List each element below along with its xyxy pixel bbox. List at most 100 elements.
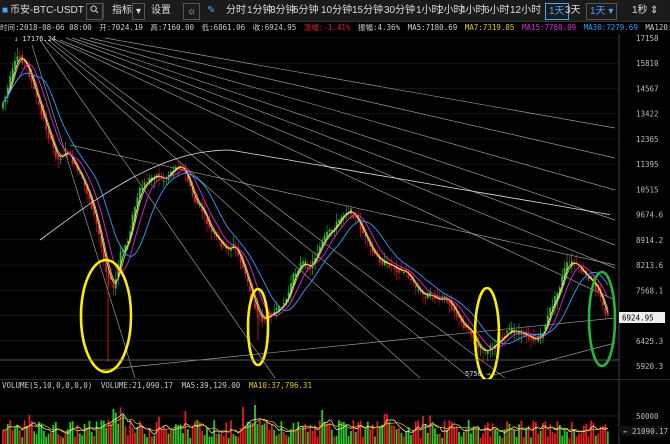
candle-body (549, 307, 552, 316)
price-chart[interactable]: ↓ 17176.24 5750 → 17158 15810 14567 13422 123… (0, 34, 670, 379)
volume-bar (455, 425, 458, 444)
volume-bar (45, 436, 48, 444)
volume-bar (376, 421, 379, 444)
volume-bar (426, 432, 429, 444)
info-time: 时间:2018-08-06 08:00 (0, 23, 92, 32)
volume-bar (122, 415, 124, 444)
volume-bar (311, 431, 314, 444)
volume-bar (14, 428, 16, 444)
interval-tab[interactable]: 6小时 (484, 5, 510, 16)
candle-body (196, 198, 199, 205)
volume-bar (453, 426, 456, 444)
candle-body (606, 310, 609, 316)
volume-bar (549, 424, 552, 444)
interval-tab[interactable]: 分时 (226, 5, 246, 16)
interval-tab[interactable]: 3天 (565, 5, 581, 16)
volume-bar (486, 422, 489, 444)
volume-bar (251, 422, 254, 444)
volume-bar (210, 436, 213, 444)
volume-bar (316, 436, 319, 444)
interval-tab[interactable]: 1分钟 (247, 5, 273, 16)
indicator-button[interactable]: 指标 (112, 5, 132, 16)
volume-bar (237, 436, 240, 444)
settings-button[interactable]: 设置 (151, 5, 171, 16)
volume-bar (16, 424, 19, 444)
volume-bar (522, 436, 525, 444)
interval-tab[interactable]: 30分钟 (384, 5, 416, 16)
volume-chart[interactable]: 50000 ← 21090.17 (0, 379, 670, 444)
interval-tab[interactable]: 1天 (545, 3, 569, 20)
ma7-line (2, 58, 609, 351)
candle-body (426, 293, 429, 298)
volume-bar (124, 426, 127, 444)
interval-dropdown[interactable]: 1天 ▾ (586, 3, 618, 20)
refresh-rate-label[interactable]: 1秒 (632, 5, 648, 16)
info-high: 高:7160.00 (150, 23, 195, 32)
interval-tab[interactable]: 5分钟 (293, 5, 319, 16)
info-bar: 时间:2018-08-06 08:00 开:7024.19 高:7160.00 … (0, 22, 670, 34)
candle-body (186, 175, 189, 182)
interval-tab[interactable]: 3分钟 (270, 5, 296, 16)
volume-bar (515, 436, 518, 444)
candle-body (45, 119, 48, 130)
candle-body (162, 180, 165, 182)
volume-bar (198, 421, 201, 444)
candle-body (278, 305, 280, 312)
volume-bar (146, 437, 148, 444)
candle-body (419, 290, 422, 292)
volume-bar (388, 421, 391, 444)
interval-tab[interactable]: 1小时 (416, 5, 442, 16)
candle-body (556, 293, 559, 302)
volume-bar (47, 433, 50, 444)
candle-body (302, 261, 304, 264)
candle-body (35, 87, 38, 98)
volume-bar (508, 423, 511, 444)
volume-bar (191, 425, 194, 444)
candle-body (138, 187, 141, 198)
candle-body (467, 327, 470, 331)
pencil-icon[interactable]: ✎ (207, 5, 216, 16)
volume-bar (18, 430, 21, 444)
candle-body (47, 130, 50, 138)
candle-body (69, 151, 72, 156)
interval-tab[interactable]: 12小时 (510, 5, 542, 16)
volume-bar (467, 420, 470, 444)
volume-bar (50, 432, 52, 444)
candle-body (395, 266, 398, 272)
volume-ma5: MA5:39,129.00 (181, 381, 241, 390)
interval-tab[interactable]: 2小时 (438, 5, 464, 16)
ma15-line (2, 63, 609, 350)
volume-bar (93, 435, 96, 444)
interval-tab[interactable]: 10分钟 (321, 5, 353, 16)
search-button[interactable] (86, 3, 103, 20)
candle-body (321, 240, 324, 246)
interval-tab[interactable]: 4小时 (460, 5, 486, 16)
volume-bar (314, 425, 316, 444)
symbol-label[interactable]: 币安-BTC-USDT (10, 5, 84, 16)
candle-body (220, 241, 223, 247)
info-ma7: MA7:7319.85 (464, 23, 515, 32)
volume-bar (390, 425, 393, 444)
chevron-button[interactable]: ▾ (132, 3, 146, 20)
volume-bar (407, 426, 410, 444)
candle-body (213, 232, 216, 234)
info-ma15: MA15:7760.89 (521, 23, 577, 32)
volume-bar (436, 433, 439, 444)
volume-bar (532, 420, 535, 444)
volume-bar (2, 429, 4, 444)
scroll-arrows[interactable]: ⇕ (650, 5, 659, 16)
gear-icon[interactable]: ☼ (183, 3, 201, 20)
candle-body (129, 231, 132, 240)
volume-bar (78, 433, 81, 444)
candle-body (527, 334, 530, 339)
chart-icon[interactable]: ■ (2, 5, 9, 16)
volume-bar (383, 413, 386, 444)
candle-body (580, 268, 583, 273)
candle-body (546, 315, 549, 327)
candle-body (602, 301, 604, 306)
volume-bar (498, 435, 501, 444)
volume-bar (566, 431, 568, 444)
volume-bar (429, 415, 432, 444)
interval-tab[interactable]: 15分钟 (352, 5, 384, 16)
candle-body (477, 344, 480, 349)
